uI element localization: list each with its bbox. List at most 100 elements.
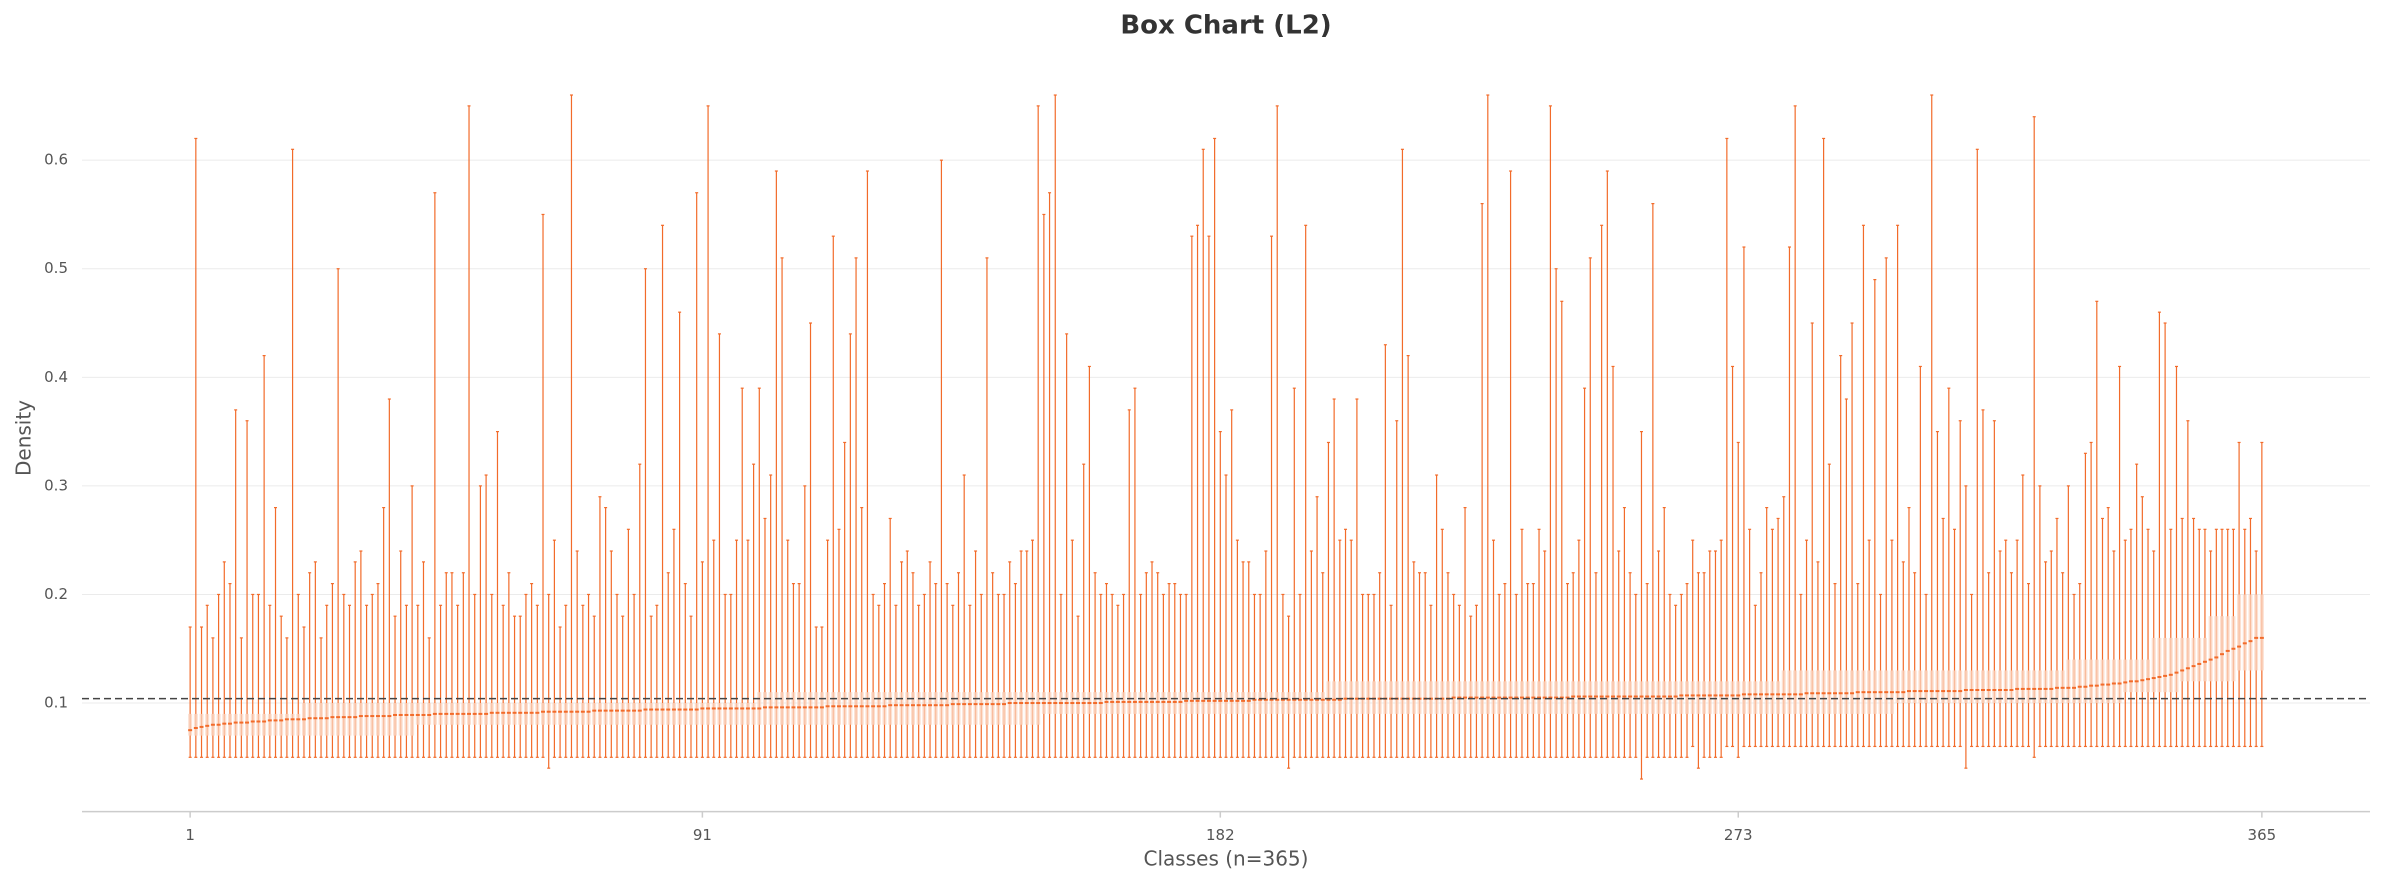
box — [2106, 659, 2111, 704]
box — [1776, 681, 1781, 714]
box — [353, 703, 358, 736]
box — [626, 703, 631, 725]
box — [313, 703, 318, 736]
box — [956, 692, 961, 725]
box — [552, 703, 557, 725]
box — [2248, 594, 2253, 671]
box — [1605, 681, 1610, 714]
box — [222, 713, 227, 736]
box — [1286, 692, 1291, 714]
box — [1707, 681, 1712, 714]
box — [364, 703, 369, 736]
box — [1952, 670, 1957, 704]
box — [239, 713, 244, 736]
box — [1320, 692, 1325, 714]
box — [609, 703, 614, 725]
box — [267, 713, 272, 736]
x-tick-label: 1 — [185, 826, 195, 844]
box — [967, 692, 972, 725]
box — [2157, 637, 2162, 693]
box — [2214, 616, 2219, 682]
box — [649, 703, 654, 725]
box — [893, 692, 898, 725]
box — [928, 692, 933, 725]
box — [1309, 692, 1314, 714]
box — [2015, 670, 2020, 704]
box — [1002, 692, 1007, 725]
box — [410, 703, 415, 736]
box — [1980, 670, 1985, 704]
box — [2032, 670, 2037, 704]
box — [1736, 681, 1741, 714]
box — [1013, 692, 1018, 725]
box — [1719, 681, 1724, 714]
box — [774, 692, 779, 725]
box — [802, 692, 807, 725]
x-tick-label: 91 — [693, 826, 712, 844]
box — [1576, 681, 1581, 714]
box — [836, 692, 841, 725]
box — [193, 713, 198, 736]
box — [1155, 692, 1160, 714]
box — [1178, 692, 1183, 714]
box — [2094, 659, 2099, 704]
box — [1360, 681, 1365, 714]
box — [1747, 681, 1752, 714]
box — [899, 692, 904, 725]
box — [1434, 681, 1439, 714]
box — [523, 703, 528, 725]
box — [1662, 681, 1667, 714]
y-tick-label: 0.2 — [44, 585, 68, 603]
box — [2191, 637, 2196, 682]
box — [933, 692, 938, 725]
box — [1850, 670, 1855, 714]
box — [1383, 681, 1388, 714]
box — [284, 713, 289, 736]
box — [319, 703, 324, 736]
box — [842, 692, 847, 725]
box — [2180, 637, 2185, 682]
box — [717, 703, 722, 725]
box — [1104, 692, 1109, 714]
box — [910, 692, 915, 725]
box — [2089, 659, 2094, 704]
box — [996, 692, 1001, 725]
box — [1986, 670, 1991, 704]
box — [2225, 616, 2230, 682]
box — [1924, 670, 1929, 704]
box — [1406, 681, 1411, 714]
box — [1810, 670, 1815, 714]
box — [1263, 692, 1268, 714]
box — [1702, 681, 1707, 714]
box — [2111, 659, 2116, 704]
box — [1821, 670, 1826, 714]
box — [262, 713, 267, 736]
box — [341, 703, 346, 736]
box — [780, 692, 785, 725]
box — [199, 713, 204, 736]
box — [2208, 616, 2213, 682]
box — [188, 713, 193, 736]
box — [1184, 692, 1189, 714]
box — [1833, 670, 1837, 714]
box — [256, 713, 261, 736]
y-tick-label: 0.3 — [44, 476, 68, 494]
box — [415, 703, 420, 725]
box — [586, 703, 591, 725]
box — [1303, 692, 1308, 714]
box — [1161, 692, 1166, 714]
y-axis-label: Density — [12, 400, 36, 476]
box — [1229, 692, 1234, 714]
box — [1150, 692, 1155, 714]
box — [683, 703, 688, 725]
box — [1354, 681, 1359, 714]
box — [1428, 681, 1433, 714]
box — [1110, 692, 1115, 714]
box — [615, 703, 619, 725]
box — [290, 713, 295, 736]
box — [973, 692, 978, 725]
box — [1713, 681, 1718, 714]
box — [1679, 681, 1684, 714]
box — [1798, 670, 1803, 714]
box — [404, 703, 409, 736]
